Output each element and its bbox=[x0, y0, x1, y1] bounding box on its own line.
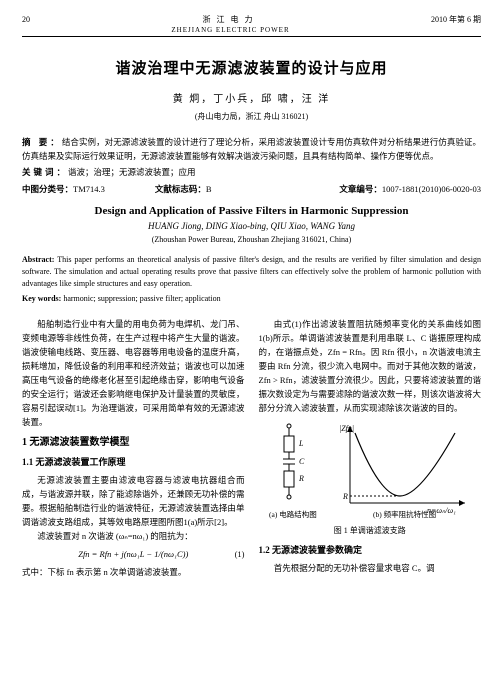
journal-en: ZHEJIANG ELECTRIC POWER bbox=[171, 26, 289, 34]
para-1-1-a: 无源滤波装置主要由滤波电容器与滤波电抗器组合而成，与谐波源并联，除了能滤除谐外，… bbox=[22, 473, 245, 529]
section-1-heading: 1 无源滤波装置数学模型 bbox=[22, 435, 245, 452]
affiliation-cn: (舟山电力局，浙江 舟山 316021) bbox=[22, 111, 481, 122]
authors-cn: 黄 炯，丁小兵，邱 啸，汪 洋 bbox=[22, 90, 481, 105]
clc: 中图分类号：TM714.3 bbox=[22, 183, 105, 195]
intro-para: 船舶制造行业中有大量的用电负荷为电焊机、龙门吊、变频电源等非线性负荷，在生产过程… bbox=[22, 317, 245, 429]
figure-1: L C R |Zfn| R n=ωₙ/ω₁ (a) 电路结构图 bbox=[259, 421, 482, 537]
abstract-en-text: This paper performs an theoretical analy… bbox=[22, 255, 481, 288]
keywords-en-text: harmonic; suppression; passive filter; a… bbox=[63, 294, 220, 303]
abstract-en: Abstract: This paper performs an theoret… bbox=[22, 254, 481, 290]
two-column-body: 船舶制造行业中有大量的用电负荷为电焊机、龙门吊、变频电源等非线性负荷，在生产过程… bbox=[22, 317, 481, 580]
para-1-2: 首先根据分配的无功补偿容量求电容 C。调 bbox=[259, 561, 482, 575]
keywords-en-label: Key words: bbox=[22, 294, 61, 303]
page-header: 20 浙江电力 ZHEJIANG ELECTRIC POWER 2010 年第 … bbox=[22, 0, 481, 37]
formula-number: (1) bbox=[235, 547, 245, 561]
figure-1-svg: L C R |Zfn| R n=ωₙ/ω₁ (a) 电路结构图 bbox=[265, 421, 475, 521]
article-title-cn: 谐波治理中无源滤波装置的设计与应用 bbox=[22, 57, 481, 78]
abstract-en-label: Abstract: bbox=[22, 255, 54, 264]
section-1-1-heading: 1.1 无源滤波装置工作原理 bbox=[22, 455, 245, 470]
svg-text:R: R bbox=[298, 474, 304, 483]
section-1-2-heading: 1.2 无源滤波装置参数确定 bbox=[259, 543, 482, 558]
abstract-cn: 摘 要：结合实例，对无源滤波装置的设计进行了理论分析，采用滤波装置设计专用仿真软… bbox=[22, 136, 481, 163]
formula-where: 式中：下标 fn 表示第 n 次单调谐滤波装置。 bbox=[22, 565, 245, 579]
impedance-curve: |Zfn| R n=ωₙ/ω₁ bbox=[339, 424, 465, 515]
keywords-cn-text: 谐波；治理；无源滤波装置；应用 bbox=[68, 167, 196, 177]
journal-title: 浙江电力 ZHEJIANG ELECTRIC POWER bbox=[30, 14, 431, 34]
affiliation-en: (Zhoushan Power Bureau, Zhoushan Zhejian… bbox=[22, 235, 481, 244]
left-column: 船舶制造行业中有大量的用电负荷为电焊机、龙门吊、变频电源等非线性负荷，在生产过程… bbox=[22, 317, 245, 580]
article-title-en: Design and Application of Passive Filter… bbox=[22, 205, 481, 217]
svg-text:|Zfn|: |Zfn| bbox=[339, 424, 354, 433]
classification-row: 中图分类号：TM714.3 文献标志码：B 文章编号：1007-1881(201… bbox=[22, 183, 481, 195]
para-1-1-b: 滤波装置对 n 次谐波 (ωₙ=nω₁) 的阻抗为： bbox=[22, 529, 245, 543]
svg-text:R: R bbox=[342, 492, 348, 501]
keywords-cn-label: 关键词： bbox=[22, 167, 68, 177]
fig-1b-label: (b) 频率阻抗特性图 bbox=[373, 509, 436, 519]
fig-1a-label: (a) 电路结构图 bbox=[269, 509, 317, 519]
abstract-cn-text: 结合实例，对无源滤波装置的设计进行了理论分析，采用滤波装置设计专用仿真软件对分析… bbox=[22, 137, 481, 161]
svg-text:L: L bbox=[298, 439, 304, 448]
article-id: 文章编号：1007-1881(2010)06-0020-03 bbox=[339, 183, 481, 195]
formula-1: Zfn = Rfn + j(nω₁L − 1/(nω₁C)) (1) bbox=[22, 547, 245, 561]
journal-cn: 浙江电力 bbox=[203, 15, 259, 24]
page-number-left: 20 bbox=[22, 15, 30, 24]
figure-1-caption: 图 1 单调谐滤波支路 bbox=[259, 524, 482, 537]
abstract-cn-label: 摘 要： bbox=[22, 137, 62, 147]
keywords-cn: 关键词：谐波；治理；无源滤波装置；应用 bbox=[22, 166, 481, 180]
para-right-1: 由式(1)作出滤波装置阻抗随频率变化的关系曲线如图1(b)所示。单调谐滤波装置是… bbox=[259, 317, 482, 415]
circuit-diagram: L C R bbox=[283, 424, 305, 499]
doc-code: 文献标志码：B bbox=[155, 183, 212, 195]
keywords-en: Key words: harmonic; suppression; passiv… bbox=[22, 293, 481, 305]
authors-en: HUANG Jiong, DING Xiao-bing, QIU Xiao, W… bbox=[22, 221, 481, 231]
svg-text:C: C bbox=[299, 457, 305, 466]
right-column: 由式(1)作出滤波装置阻抗随频率变化的关系曲线如图1(b)所示。单调谐滤波装置是… bbox=[259, 317, 482, 580]
issue-right: 2010 年第 6 期 bbox=[431, 14, 481, 25]
